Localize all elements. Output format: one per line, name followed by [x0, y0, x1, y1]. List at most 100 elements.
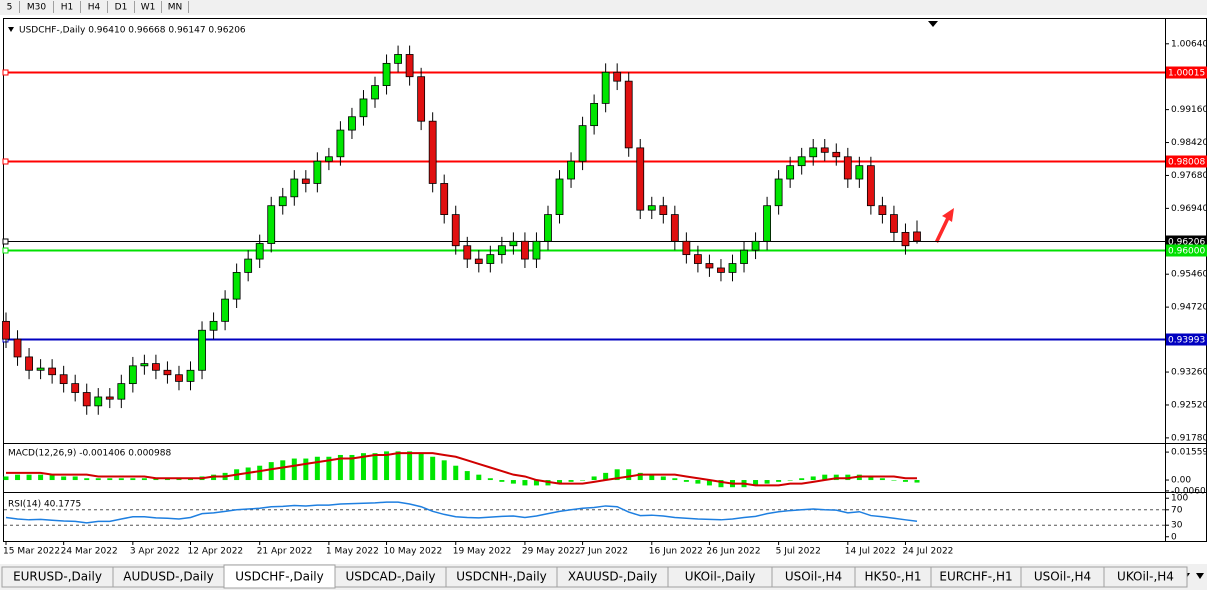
candle-body: [578, 125, 587, 162]
macd-bar: [614, 469, 620, 481]
timeframe-button[interactable]: 5: [7, 3, 13, 13]
tab-label[interactable]: UKOil-,H4: [1117, 570, 1174, 584]
macd-bar: [510, 480, 516, 484]
candle-body: [647, 205, 656, 211]
tab-label[interactable]: XAUUSD-,Daily: [568, 570, 657, 584]
timeframe-button[interactable]: MN: [168, 3, 183, 13]
x-tick-label: 29 May 2022: [522, 547, 581, 557]
macd-bar: [418, 453, 424, 481]
candle-body: [740, 249, 748, 264]
macd-bar: [26, 474, 32, 481]
x-tick-label: 10 May 2022: [384, 547, 443, 557]
x-tick-label: 5 Jul 2022: [776, 547, 821, 557]
tab-label[interactable]: EURCHF-,H1: [939, 570, 1012, 584]
macd-signal: [6, 452, 918, 487]
candle-body: [809, 147, 818, 158]
x-tick-label: 21 Apr 2022: [257, 547, 313, 557]
macd-bar: [372, 453, 378, 481]
candle-body: [290, 178, 299, 198]
candle-body: [59, 374, 68, 385]
macd-bar: [603, 472, 609, 481]
y-tick-label: 0.95460: [1171, 270, 1207, 280]
macd-bar: [441, 460, 447, 481]
candle-body: [140, 363, 149, 367]
x-tick-label: 14 Jul 2022: [845, 547, 896, 557]
timeframe-button[interactable]: D1: [115, 3, 128, 13]
collapse-icon[interactable]: [8, 27, 14, 32]
macd-bar: [902, 480, 908, 482]
timeframe-button[interactable]: H1: [61, 3, 74, 13]
level-label: 0.98008: [1168, 158, 1205, 168]
macd-bar: [395, 451, 401, 481]
tab-label[interactable]: HK50-,H1: [865, 570, 922, 584]
macd-bar: [649, 474, 655, 481]
macd-bar: [637, 472, 643, 481]
x-tick-label: 3 Apr 2022: [130, 547, 180, 557]
candle-body: [82, 392, 91, 407]
macd-bar: [487, 478, 493, 481]
candle-body: [843, 156, 852, 180]
candle-body: [94, 396, 103, 407]
tab-label[interactable]: USDCNH-,Daily: [456, 570, 547, 584]
macd-bar: [591, 476, 597, 481]
tab[interactable]: [1103, 566, 1188, 588]
level-handle: [2, 158, 9, 165]
macd-bar: [107, 478, 113, 481]
macd-bar: [326, 456, 332, 481]
macd-bar: [822, 474, 828, 481]
y-tick-label: 70: [1171, 505, 1183, 515]
candle-body: [797, 156, 806, 167]
x-tick-label: 7 Jun 2022: [580, 547, 628, 557]
candle-body: [636, 147, 645, 211]
y-tick-label: 0.015596: [1171, 448, 1207, 458]
candle-body: [878, 205, 887, 215]
level-handle: [2, 238, 9, 245]
candle-body: [670, 214, 679, 242]
y-tick-label: 1.00640: [1171, 39, 1207, 49]
macd-bar: [118, 478, 124, 481]
macd-bar: [776, 480, 782, 482]
macd-bar: [799, 478, 805, 481]
tab-label[interactable]: USOil-,H4: [785, 570, 842, 584]
macd-bar: [95, 478, 101, 481]
macd-bar: [141, 478, 147, 481]
y-tick-label: -0.00605: [1171, 486, 1207, 496]
tab-label[interactable]: EURUSD-,Daily: [13, 570, 102, 584]
level-label: 0.96000: [1168, 247, 1205, 257]
candle-body: [163, 369, 172, 376]
tab-label[interactable]: UKOil-,Daily: [685, 570, 756, 584]
rsi-line: [5, 501, 918, 524]
macd-bar: [72, 476, 78, 481]
y-tick-label: 100: [1171, 494, 1188, 504]
candle-body: [786, 165, 795, 180]
macd-bar: [337, 454, 343, 481]
candle-body: [13, 338, 22, 358]
x-tick-label: 24 Jul 2022: [902, 547, 953, 557]
tab-label[interactable]: USDCHF-,Daily: [235, 570, 323, 584]
candle-body: [497, 245, 506, 256]
y-tick-label: 0.94720: [1171, 303, 1207, 313]
candle-body: [25, 356, 33, 371]
tab-label[interactable]: USOil-,H4: [1034, 570, 1091, 584]
y-tick-label: 0.00: [1171, 476, 1191, 486]
macd-bar: [314, 456, 320, 481]
tab-label[interactable]: USDCAD-,Daily: [346, 570, 436, 584]
candle-body: [693, 254, 702, 264]
x-tick-label: 24 Mar 2022: [61, 547, 118, 557]
tab-label[interactable]: AUDUSD-,Daily: [123, 570, 213, 584]
x-tick-label: 1 May 2022: [326, 547, 379, 557]
timeframe-button[interactable]: H4: [88, 3, 101, 13]
candle-body: [359, 98, 368, 118]
macd-bar: [3, 476, 9, 481]
candle-body: [244, 258, 253, 273]
tab-scroll-right[interactable]: [1196, 573, 1204, 579]
timeframe-button[interactable]: W1: [141, 3, 156, 13]
candle-body: [532, 240, 541, 260]
macd-bar: [533, 480, 539, 486]
macd-bar: [914, 480, 920, 483]
timeframe-button[interactable]: M30: [27, 3, 46, 13]
level-label-bg: [1166, 244, 1207, 257]
macd-bar: [672, 478, 678, 481]
candle-body: [48, 367, 57, 376]
